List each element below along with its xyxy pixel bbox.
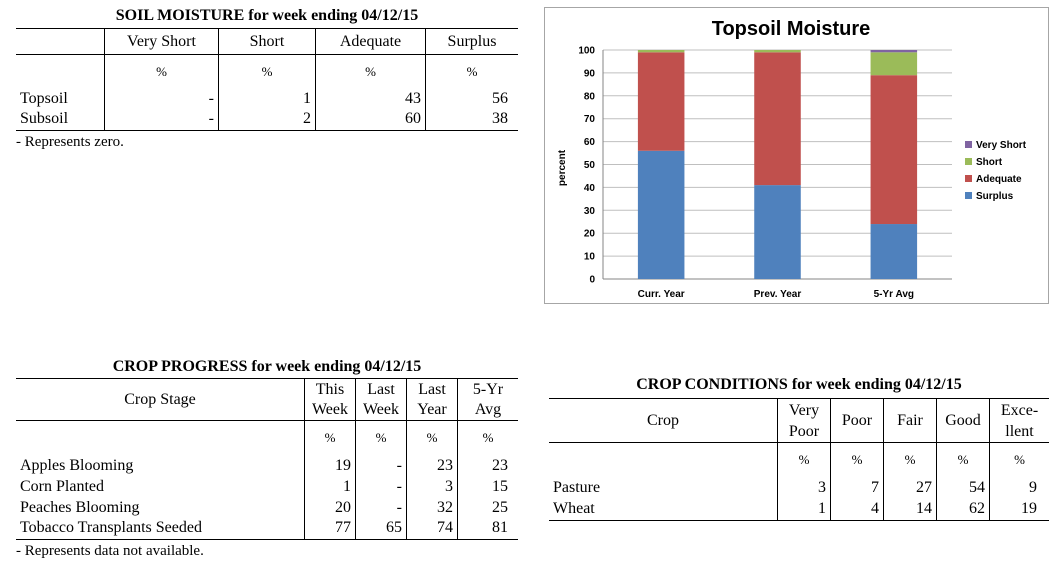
topsoil-moisture-chart: Topsoil Moisture percent 0 10 20 30 40 50 60 70…: [544, 7, 1049, 304]
unit-cell: %: [218, 54, 316, 89]
bar-surplus: [870, 224, 918, 279]
legend-swatch: [965, 175, 972, 182]
unit-cell: %: [989, 442, 1049, 477]
legend-swatch: [965, 192, 972, 199]
bar-very-short: [870, 50, 918, 53]
col-this-week: This Week: [304, 378, 356, 421]
col-very-short: Very Short: [104, 28, 219, 55]
unit-cell: %: [830, 442, 884, 477]
col-5yr-avg: 5-Yr Avg: [457, 378, 518, 421]
bar-adequate: [637, 52, 685, 151]
unit-cell: %: [315, 54, 426, 89]
table-row: Apples Blooming 19 - 23 23: [16, 455, 518, 476]
chart-y-ticks: 0 10 20 30 40 50 60 70 80 90 100: [578, 46, 595, 286]
y-tick-label: 60: [584, 137, 596, 148]
crop-header: Crop: [647, 412, 679, 429]
x-tick-label: 5-Yr Avg: [874, 289, 914, 300]
unit-cell: %: [304, 420, 356, 455]
y-tick-label: 20: [584, 229, 596, 240]
table-row: Wheat 1 4 14 62 19: [549, 498, 1049, 520]
soil-moisture-section: SOIL MOISTURE for week ending 04/12/15 V…: [16, 6, 518, 151]
crop-stage-header: Crop Stage: [124, 390, 196, 408]
bar-short: [754, 50, 801, 53]
y-tick-label: 50: [584, 160, 596, 171]
col-short: Short: [218, 28, 316, 55]
legend-label: Short: [976, 157, 1003, 168]
legend-label: Adequate: [976, 174, 1022, 185]
unit-cell: %: [883, 442, 937, 477]
soil-moisture-title: SOIL MOISTURE for week ending 04/12/15: [115, 7, 419, 24]
chart-bars: [637, 50, 918, 279]
table-row: Tobacco Transplants Seeded 77 65 74 81: [16, 518, 518, 539]
col-last-year: Last Year: [406, 378, 458, 421]
table-row: Corn Planted 1 - 3 15: [16, 476, 518, 497]
crop-progress-section: CROP PROGRESS for week ending 04/12/15 C…: [16, 357, 518, 560]
y-tick-label: 40: [584, 183, 596, 194]
chart-x-ticks: Curr. Year Prev. Year 5-Yr Avg: [638, 289, 914, 300]
soil-moisture-table: Very Short Short Adequate Surplus % % % …: [16, 28, 518, 131]
chart-svg: Topsoil Moisture percent 0 10 20 30 40 50 60 70…: [557, 18, 1027, 300]
col-adequate: Adequate: [315, 28, 426, 55]
chart-title: Topsoil Moisture: [712, 18, 871, 40]
col-surplus: Surplus: [425, 28, 518, 55]
col-poor: Poor: [830, 398, 884, 443]
unit-cell: %: [355, 420, 407, 455]
soil-moisture-note: - Represents zero.: [16, 133, 124, 150]
col-excellent: Exce- llent: [989, 398, 1049, 443]
y-tick-label: 0: [589, 275, 595, 286]
bar-short: [637, 50, 685, 53]
bar-adequate: [754, 52, 801, 186]
chart-ylabel: percent: [557, 149, 568, 186]
x-tick-label: Curr. Year: [638, 289, 685, 300]
legend-label: Very Short: [976, 140, 1027, 151]
col-good: Good: [936, 398, 990, 443]
bar-surplus: [637, 150, 685, 279]
chart-legend: Very Short Short Adequate Surplus: [965, 140, 1027, 202]
table-row: Peaches Blooming 20 - 32 25: [16, 497, 518, 518]
unit-cell: %: [104, 54, 219, 89]
table-row: Subsoil - 2 60 38: [16, 109, 518, 130]
unit-cell: %: [406, 420, 458, 455]
crop-conditions-section: CROP CONDITIONS for week ending 04/12/15…: [549, 375, 1049, 521]
col-very-poor: Very Poor: [777, 398, 831, 443]
col-last-week: Last Week: [355, 378, 407, 421]
crop-progress-title: CROP PROGRESS for week ending 04/12/15: [112, 358, 422, 375]
bar-surplus: [754, 185, 801, 279]
legend-swatch: [965, 141, 972, 148]
crop-progress-note: - Represents data not available.: [16, 542, 204, 559]
y-tick-label: 100: [578, 46, 595, 57]
legend-swatch: [965, 158, 972, 165]
table-row: Pasture 3 7 27 54 9: [549, 477, 1049, 498]
legend-label: Surplus: [976, 191, 1014, 202]
unit-cell: %: [425, 54, 518, 89]
y-tick-label: 90: [584, 68, 596, 79]
bar-short: [870, 52, 918, 76]
table-row: Topsoil - 1 43 56: [16, 89, 518, 109]
crop-conditions-table: Crop Very Poor Poor Fair Good Exce- llen…: [549, 398, 1049, 521]
y-tick-label: 10: [584, 252, 596, 263]
y-tick-label: 30: [584, 206, 596, 217]
unit-cell: %: [457, 420, 518, 455]
y-tick-label: 70: [584, 114, 596, 125]
bar-adequate: [870, 75, 918, 225]
crop-progress-table: Crop Stage This Week Last Week Last Year…: [16, 378, 518, 540]
unit-cell: %: [936, 442, 990, 477]
x-tick-label: Prev. Year: [754, 289, 802, 300]
col-fair: Fair: [883, 398, 937, 443]
unit-cell: %: [777, 442, 831, 477]
y-tick-label: 80: [584, 91, 596, 102]
crop-conditions-title: CROP CONDITIONS for week ending 04/12/15: [636, 376, 962, 393]
